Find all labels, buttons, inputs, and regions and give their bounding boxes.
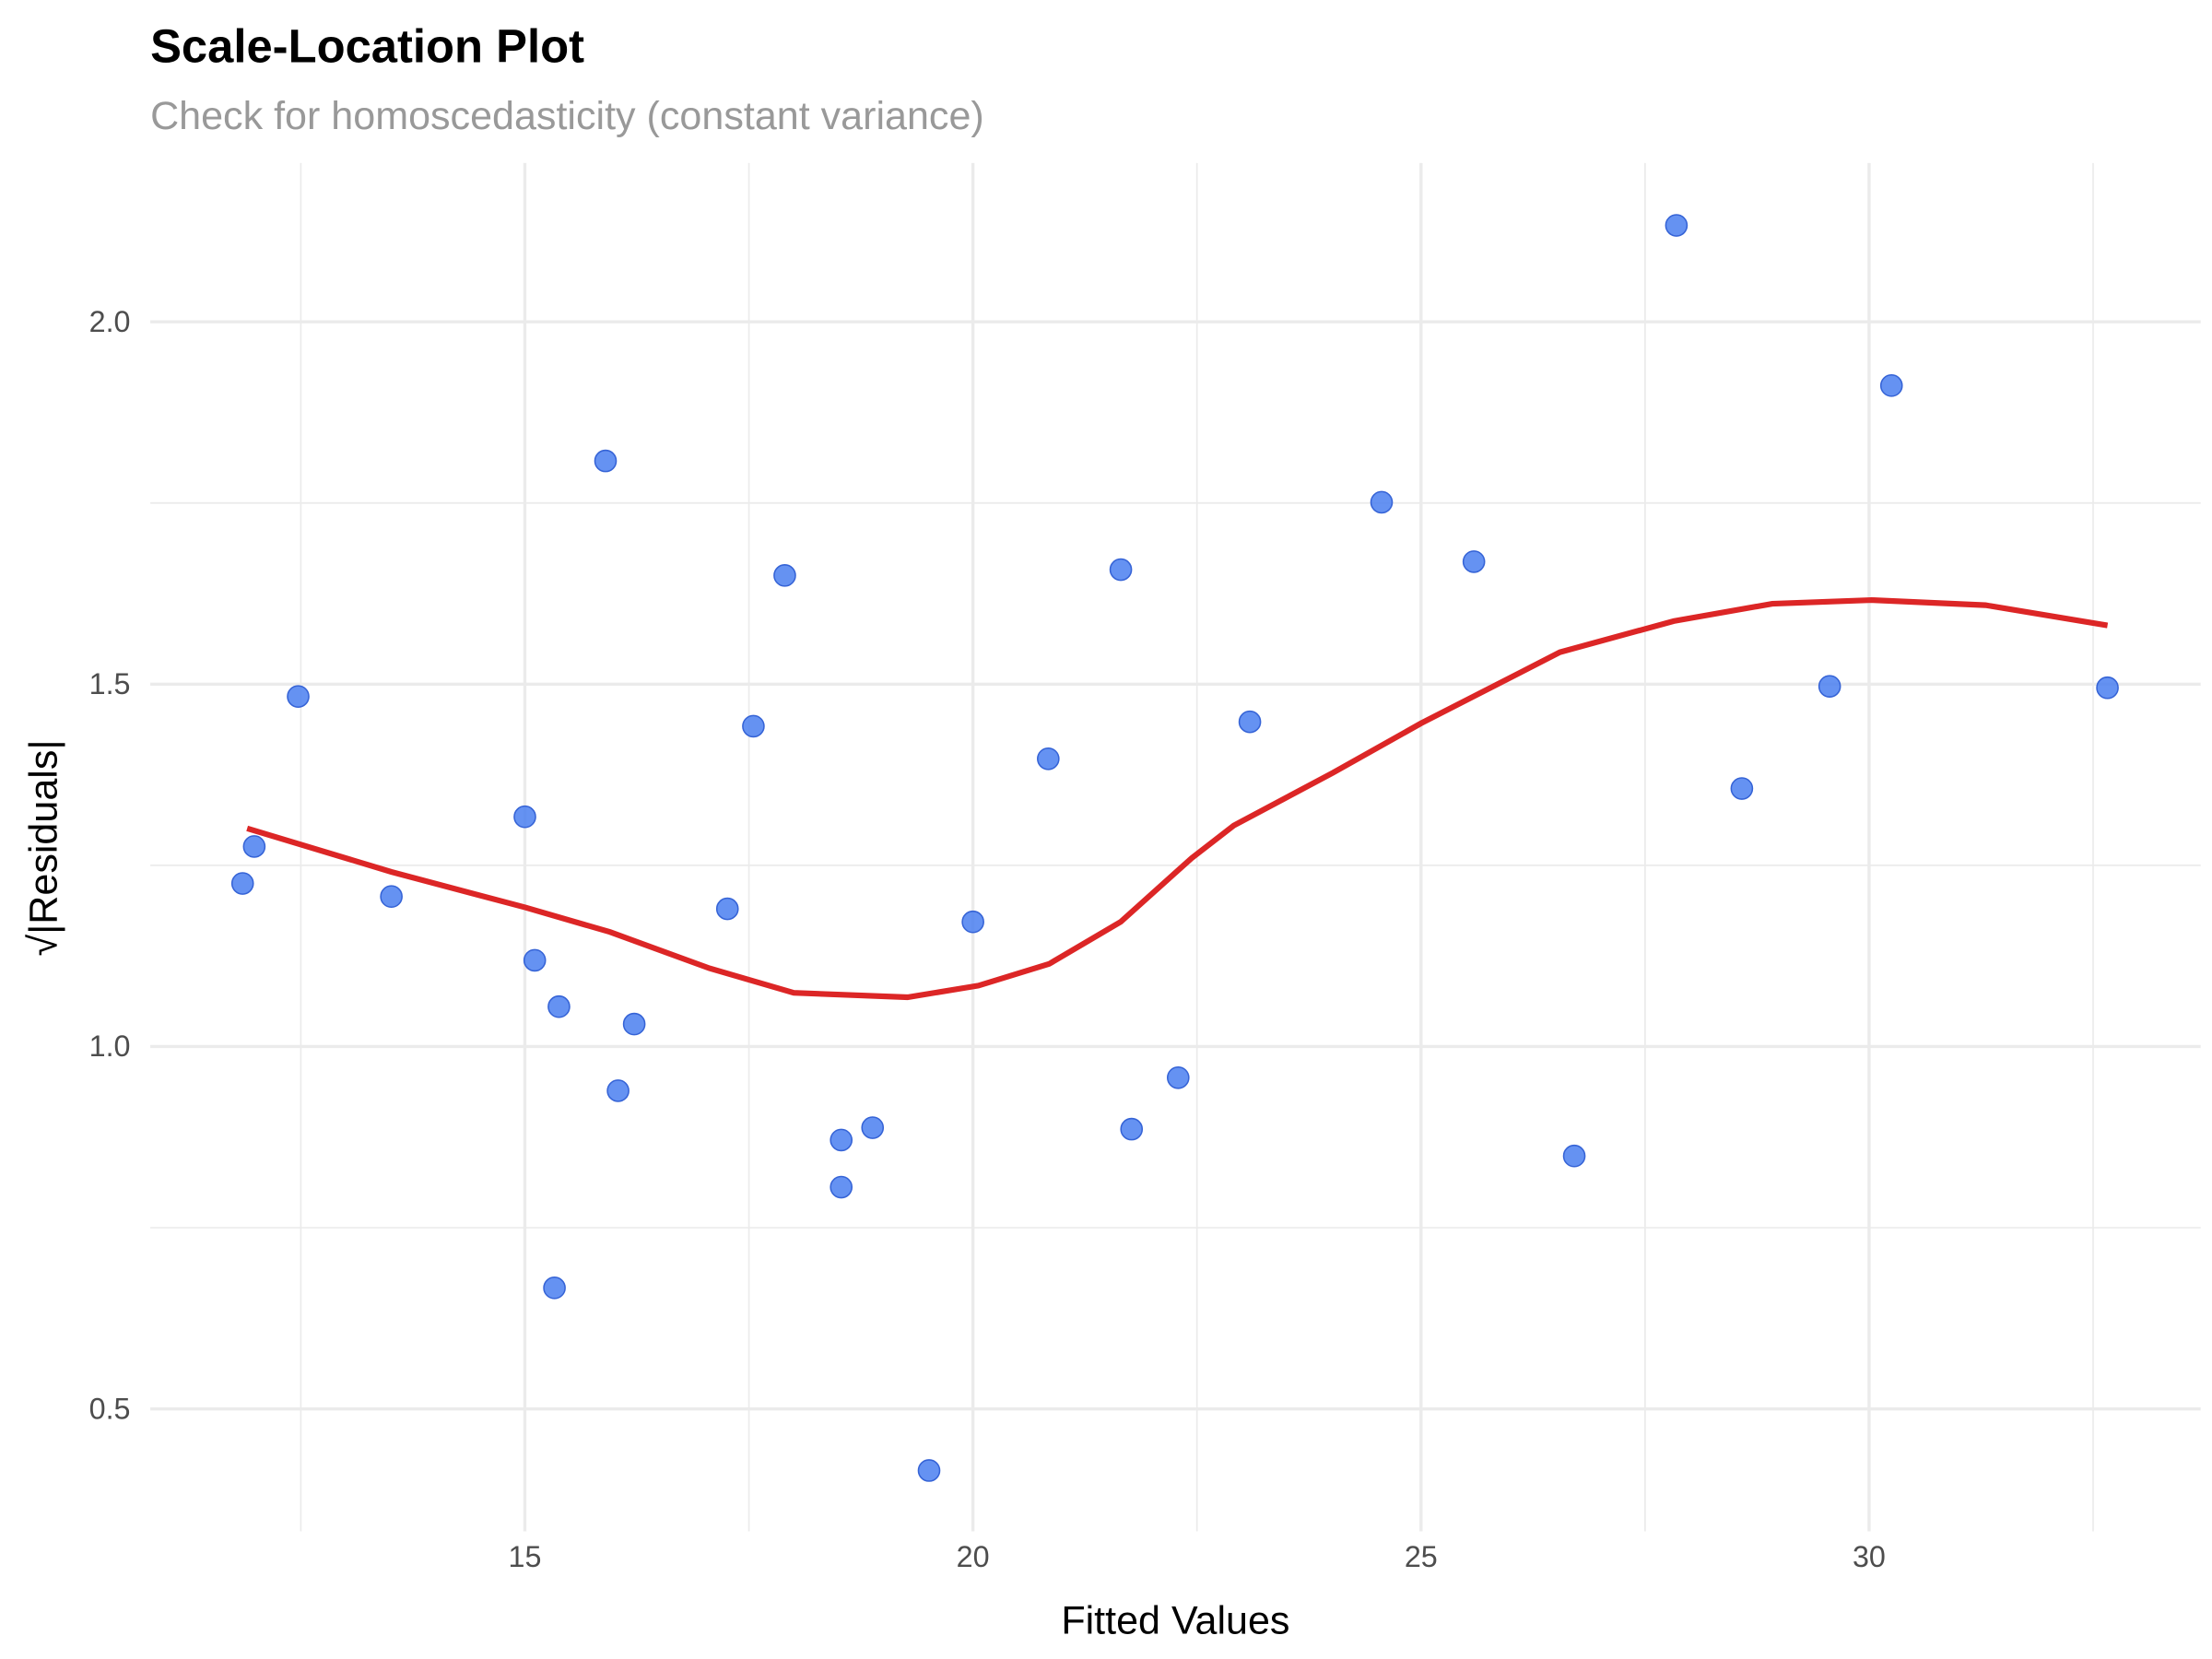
x-tick-label: 30 [1853,1540,1886,1573]
data-point [606,1079,629,1102]
data-point [1238,710,1262,734]
data-point [1109,558,1133,582]
data-point [861,1116,885,1139]
data-point [917,1459,941,1482]
data-point [1879,374,1903,397]
y-tick-label: 2.0 [89,305,131,338]
x-tick-label: 20 [957,1540,990,1573]
data-point [594,449,618,473]
data-point [622,1012,646,1036]
y-axis-label: √|Residuals| [22,739,66,956]
data-point [830,1128,853,1152]
y-tick-label: 0.5 [89,1392,131,1425]
data-point [1370,490,1394,514]
data-point [2096,676,2119,700]
y-axis-ticks: 0.5 1.0 1.5 2.0 [89,305,131,1426]
data-point [380,885,403,909]
x-axis-ticks: 15 20 25 30 [509,1540,1886,1573]
data-point [773,564,796,587]
y-tick-label: 1.0 [89,1030,131,1063]
data-point [242,835,266,858]
data-point [715,897,739,921]
data-point [1462,550,1486,573]
data-point [1818,675,1841,698]
data-point [1037,747,1060,771]
y-tick-label: 1.5 [89,667,131,700]
chart-subtitle: Check for homoscedasticity (constant var… [150,94,984,138]
data-point [1562,1144,1586,1168]
data-point [523,948,547,972]
chart-title: Scale-Location Plot [150,20,584,73]
data-point [230,872,254,895]
data-point [513,805,536,829]
data-point [1665,214,1688,237]
x-tick-label: 15 [509,1540,542,1573]
data-point [961,910,984,934]
data-point [547,994,571,1018]
data-points [230,214,2119,1482]
data-point [1120,1117,1144,1141]
data-point [1166,1065,1190,1089]
smooth-line [246,596,2109,1001]
data-point [1730,777,1754,800]
data-point [543,1277,566,1300]
x-tick-label: 25 [1405,1540,1438,1573]
grid [150,162,2201,1532]
data-point [742,714,765,738]
data-point [830,1175,853,1199]
data-point [287,685,310,708]
x-axis-label: Fitted Values [1061,1598,1289,1642]
